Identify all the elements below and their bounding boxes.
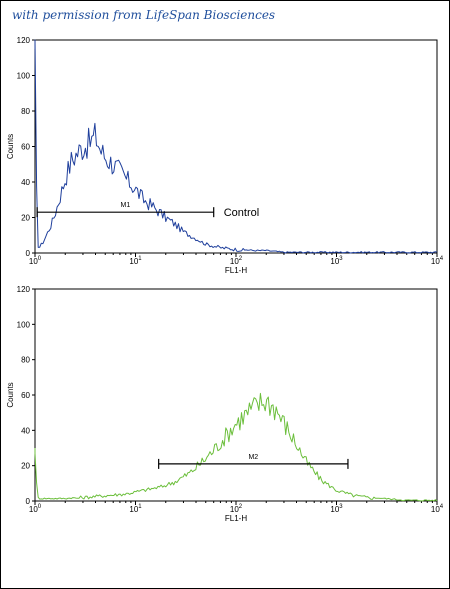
y-tick-label: 120 xyxy=(17,36,31,45)
y-tick-label: 60 xyxy=(21,391,30,400)
y-tick-label: 60 xyxy=(21,143,30,152)
y-tick-label: 100 xyxy=(17,320,31,329)
x-tick-label: 102 xyxy=(230,256,243,266)
plot-area xyxy=(34,288,438,502)
x-tick-label: 103 xyxy=(330,256,343,266)
y-tick-label: 40 xyxy=(21,426,30,435)
x-tick-label: 101 xyxy=(129,256,142,266)
y-axis-label: Counts xyxy=(6,134,15,159)
y-tick-label: 40 xyxy=(21,178,30,187)
histogram-trace xyxy=(34,39,438,254)
x-axis-label: FL1-H xyxy=(225,266,247,275)
x-tick-label: 102 xyxy=(230,504,243,514)
y-axis-label: Counts xyxy=(6,382,15,407)
y-tick-label: 100 xyxy=(17,72,31,81)
x-tick-label: 100 xyxy=(29,256,42,266)
x-tick-label: 104 xyxy=(431,504,444,514)
y-tick-label: 20 xyxy=(21,214,30,223)
y-tick-label: 120 xyxy=(17,285,31,294)
x-axis-label: FL1-H xyxy=(225,514,247,523)
histogram-panel-2: 0 20 40 60 80 100 120 100 101 102 103 104 FL1-H Count… xyxy=(6,285,444,523)
x-tick-label: 103 xyxy=(330,504,343,514)
gate-label: M2 xyxy=(248,454,258,461)
y-tick-label: 0 xyxy=(26,249,31,258)
x-tick-label: 100 xyxy=(29,504,42,514)
plot-area xyxy=(34,39,438,254)
histogram-trace xyxy=(34,392,438,502)
x-tick-label: 101 xyxy=(129,504,142,514)
y-tick-label: 80 xyxy=(21,356,30,365)
x-tick-label: 104 xyxy=(431,256,444,266)
y-tick-label: 80 xyxy=(21,107,30,116)
permission-watermark: with permission from LifeSpan Bioscience… xyxy=(12,8,276,22)
annotation-label: Control xyxy=(224,207,259,219)
y-tick-label: 20 xyxy=(21,462,30,471)
y-tick-label: 0 xyxy=(26,497,31,506)
histogram-panel-1: 0 20 40 60 80 100 120 100 101 102 103 104 FL1-H Count… xyxy=(6,36,444,275)
gate-label: M1 xyxy=(121,202,131,209)
